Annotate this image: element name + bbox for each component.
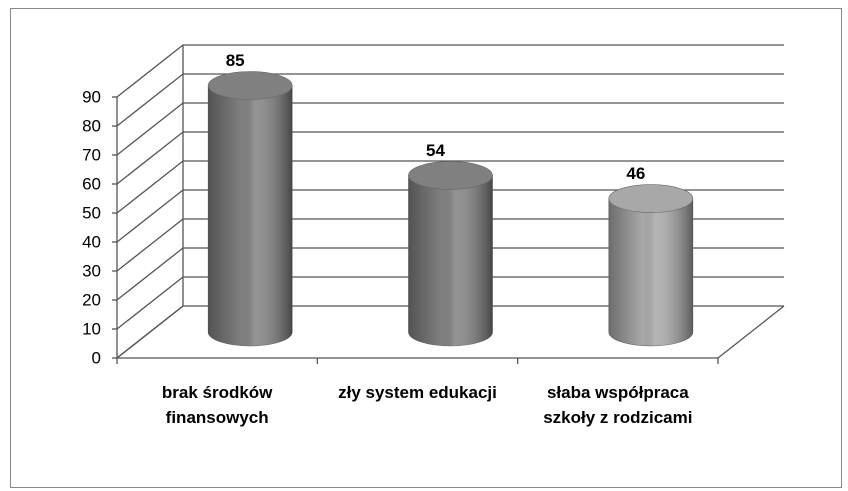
bar-top xyxy=(408,161,493,190)
y-tick-label: 20 xyxy=(82,290,101,309)
y-tick-label: 50 xyxy=(82,203,101,222)
y-tick-label: 70 xyxy=(82,145,101,164)
y-tick-label: 60 xyxy=(82,174,101,193)
value-label: 54 xyxy=(426,141,445,160)
x-tick-label: brak środków finansowych xyxy=(161,383,273,427)
y-tick-label: 30 xyxy=(82,261,101,280)
bar-top xyxy=(207,71,293,100)
bar-shading xyxy=(408,175,493,346)
x-tick-label: słaba współpraca szkoły z rodzicami xyxy=(543,383,693,427)
bar-shading xyxy=(608,198,693,346)
value-label: 46 xyxy=(626,164,645,183)
y-tick-label: 0 xyxy=(92,348,101,367)
y-tick-label: 90 xyxy=(82,87,101,106)
bar-shading xyxy=(208,85,293,346)
y-tick-label: 10 xyxy=(82,319,101,338)
bar-top xyxy=(608,184,694,213)
x-tick-label: zły system edukacji xyxy=(338,383,497,402)
y-tick-label: 40 xyxy=(82,232,101,251)
y-tick-label: 80 xyxy=(82,116,101,135)
value-label: 85 xyxy=(226,51,245,70)
